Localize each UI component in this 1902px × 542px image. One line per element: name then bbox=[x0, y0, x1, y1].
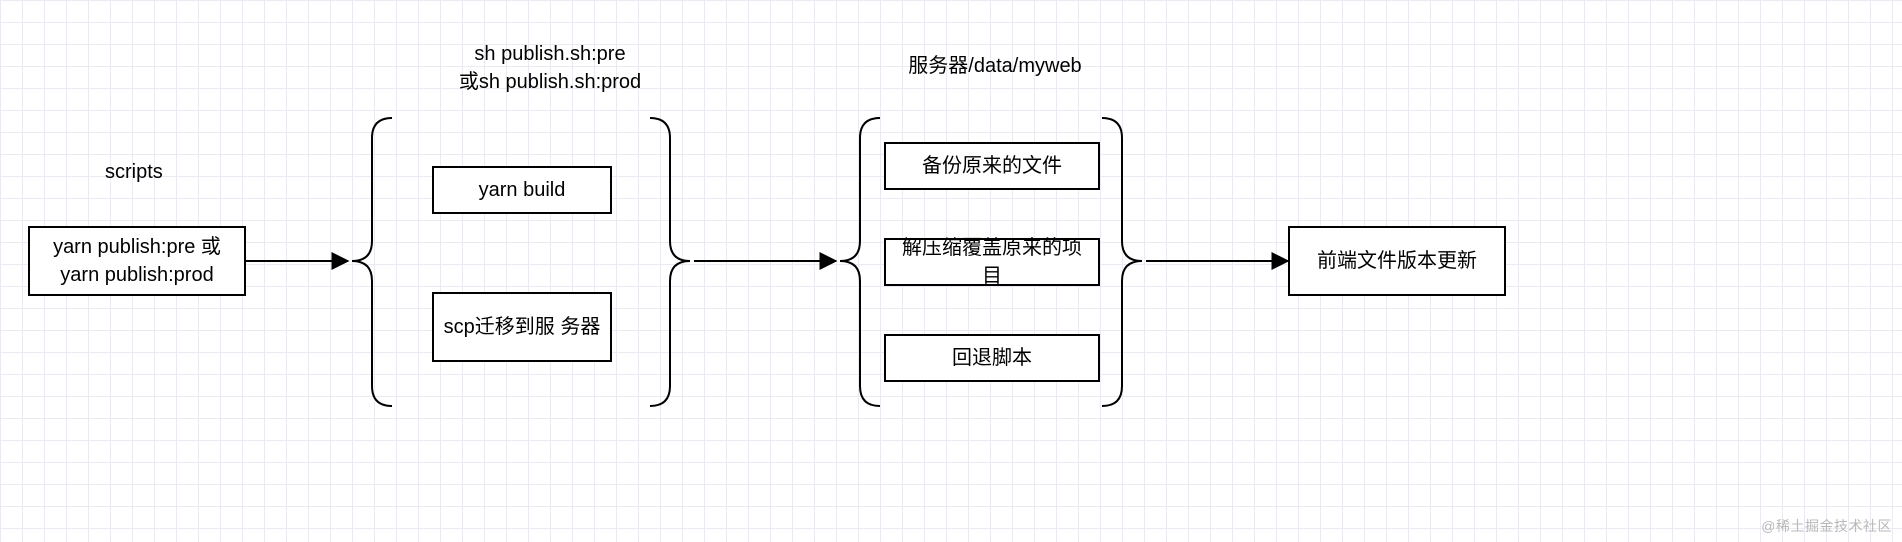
box-text: scp迁移到服 务器 bbox=[444, 313, 601, 341]
box-backup: 备份原来的文件 bbox=[884, 142, 1100, 190]
box-text: 回退脚本 bbox=[952, 344, 1032, 372]
box-text: yarn build bbox=[479, 176, 566, 204]
box-text: 解压缩覆盖原来的项目 bbox=[894, 234, 1090, 290]
box-frontend-updated: 前端文件版本更新 bbox=[1288, 226, 1506, 296]
box-text: 前端文件版本更新 bbox=[1317, 247, 1477, 275]
box-text: 备份原来的文件 bbox=[922, 152, 1062, 180]
box-yarn-publish: yarn publish:pre 或yarn publish:prod bbox=[28, 226, 246, 296]
box-yarn-build: yarn build bbox=[432, 166, 612, 214]
label-scripts: scripts bbox=[105, 158, 163, 186]
box-unzip: 解压缩覆盖原来的项目 bbox=[884, 238, 1100, 286]
box-text: yarn publish:pre 或yarn publish:prod bbox=[38, 233, 236, 289]
label-publish-sh: sh publish.sh:pre 或sh publish.sh:prod bbox=[430, 40, 670, 96]
box-scp: scp迁移到服 务器 bbox=[432, 292, 612, 362]
label-server-path: 服务器/data/myweb bbox=[865, 52, 1125, 80]
box-rollback: 回退脚本 bbox=[884, 334, 1100, 382]
watermark: @稀土掘金技术社区 bbox=[1761, 516, 1892, 536]
